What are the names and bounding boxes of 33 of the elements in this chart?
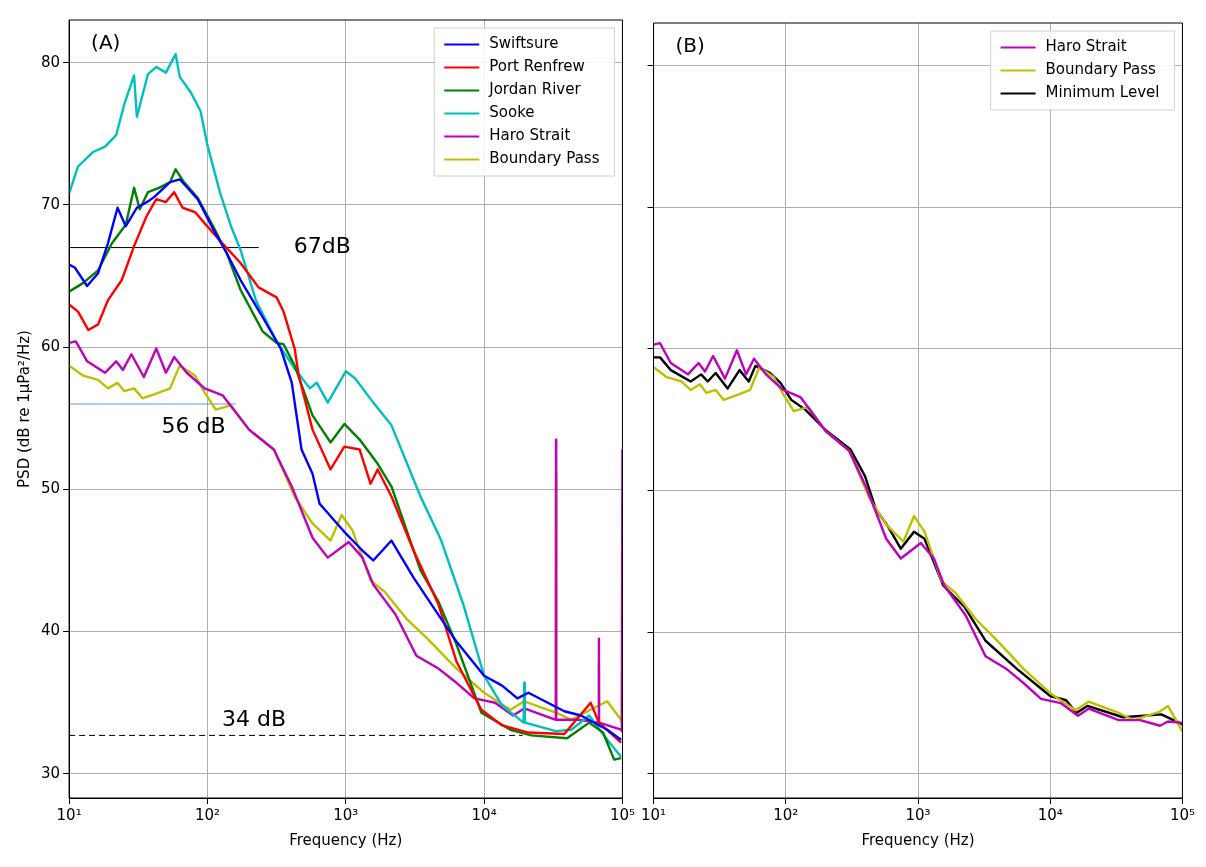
text: (A) [91,30,121,55]
annotation: 34 dB [222,706,287,732]
legend-label: Boundary Pass [1045,60,1156,79]
legend-label: Minimum Level [1045,83,1160,102]
y-tick-label: 50 [40,479,61,498]
legend-label: Haro Strait [489,126,571,145]
legend-label: Sooke [489,103,535,122]
x-axis-title: Frequency (Hz) [289,830,403,849]
annotation: 56 dB [161,412,226,438]
y-tick-label: 30 [40,763,61,782]
x-tick-label: 10⁵ [1169,805,1195,824]
x-tick-label: 10² [194,805,220,824]
legend-label: Jordan River [488,80,582,99]
x-tick-label: 10² [773,805,799,824]
y-axis-title: PSD (dB re 1µPa²/Hz) [14,330,33,488]
x-axis-title: Frequency (Hz) [861,830,975,849]
y-tick-label: 70 [40,194,61,213]
text: (B) [675,33,705,58]
y-tick-label: 40 [40,621,61,640]
y-tick-label: 80 [40,52,61,71]
x-tick-label: 10⁴ [1037,805,1063,824]
x-tick-label: 10⁵ [609,805,635,824]
x-tick-label: 10¹ [641,805,667,824]
legend-label: Haro Strait [1045,37,1127,56]
x-tick-label: 10¹ [56,805,82,824]
legend-label: Port Renfrew [489,57,585,76]
y-tick-label: 60 [40,337,61,356]
x-tick-label: 10⁴ [471,805,497,824]
legend-label: Boundary Pass [489,149,600,168]
x-tick-label: 10³ [905,805,931,824]
x-tick-label: 10³ [333,805,359,824]
legend-label: Swiftsure [489,34,559,53]
annotation: 67dB [293,233,351,259]
